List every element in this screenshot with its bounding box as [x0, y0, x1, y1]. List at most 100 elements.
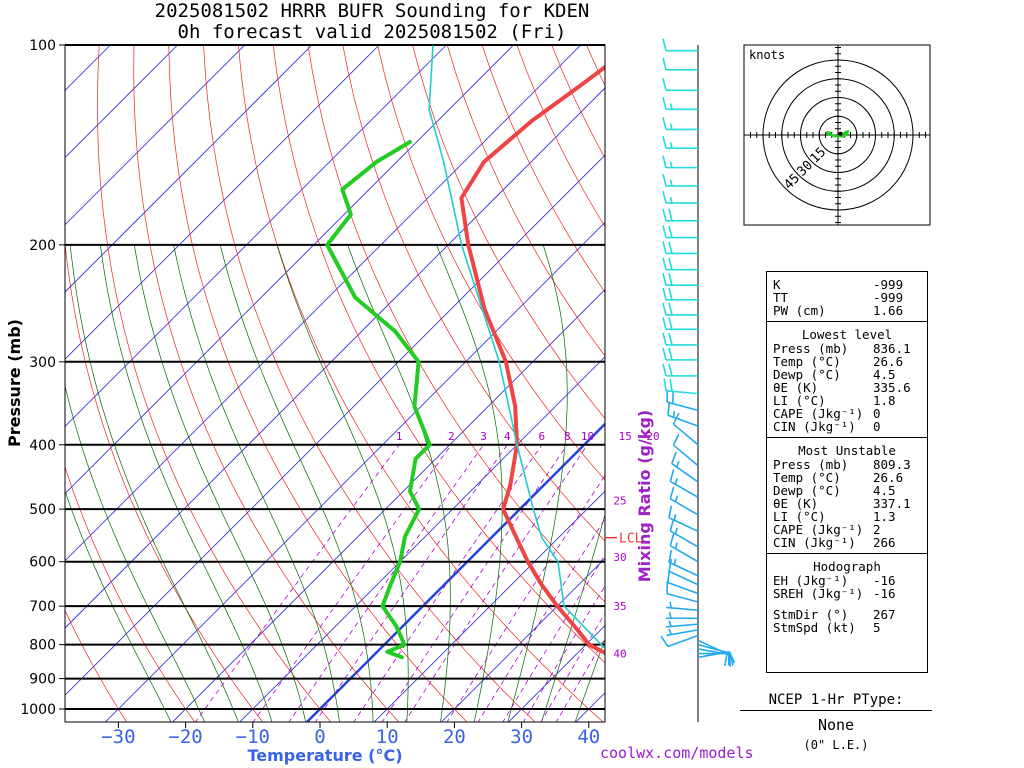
lowest-row: Press (mb) 836.1: [767, 342, 927, 355]
moist-adiabat-line: [69, 244, 239, 722]
pressure-tick-label: 200: [29, 238, 56, 254]
pressure-tick-label: 300: [29, 355, 56, 371]
moist-adiabat-line: [541, 513, 605, 722]
unstable-value: 809.3: [873, 457, 911, 472]
hodograph-trace: [825, 130, 850, 138]
wind-barb: [668, 505, 699, 533]
top-value: 1.66: [873, 303, 904, 318]
hodo-value: -16: [873, 586, 896, 601]
pressure-tick-label: 900: [29, 672, 56, 688]
mixing-ratio-label: 25: [613, 494, 626, 507]
plot-frame: [64, 44, 606, 723]
wind-barb: [668, 549, 699, 577]
most-unstable-heading: Most Unstable: [767, 437, 927, 458]
moist-adiabat-line: [219, 244, 374, 722]
wind-barb: [662, 317, 698, 331]
mixing-ratio-line: [477, 518, 605, 722]
dewpoint-profile: [325, 140, 432, 660]
temperature-tick-label: 20: [443, 726, 466, 748]
moist-adiabat-line: [65, 490, 172, 722]
hodo-key: EH (Jkg⁻¹): [773, 573, 849, 588]
pressure-tick-label: 800: [29, 638, 56, 654]
chart-subtitle: 0h forecast valid 2025081502 (Fri): [177, 21, 567, 43]
dry-adiabat-line: [272, 45, 605, 664]
moist-adiabat-line: [507, 244, 568, 722]
isotherm-line: [65, 45, 313, 293]
unstable-key: LI (°C): [773, 509, 826, 524]
wind-barb: [662, 287, 698, 301]
temperature-tick-label: 0: [314, 726, 325, 748]
wind-barb: [697, 648, 732, 667]
storm-row: StmDir (°) 267: [767, 608, 927, 621]
mixing-ratio-label: 20: [646, 430, 659, 443]
stats-panel: K -999 TT -999 PW (cm) 1.66 Lowest level Pres…: [766, 271, 928, 673]
ptype-value: None: [817, 716, 855, 734]
mixing-ratio-line: [446, 474, 605, 722]
moist-adiabat-line: [276, 244, 409, 722]
unstable-row: Dewp (°C) 4.5: [767, 484, 927, 497]
unstable-value: 1.3: [873, 509, 896, 524]
wind-barb: [662, 155, 698, 169]
lowest-row: CAPE (Jkg⁻¹) 0: [767, 407, 927, 420]
temperature-tick-label: −30: [101, 726, 135, 748]
mixing-ratio-label: 1: [396, 430, 403, 443]
lowest-value: 836.1: [873, 341, 911, 356]
wind-barb: [662, 257, 698, 271]
lowest-key: Dewp (°C): [773, 367, 841, 382]
wind-barb: [662, 57, 698, 71]
ptype-heading: NCEP 1-Hr PType:: [740, 692, 932, 711]
top-key: TT: [773, 290, 789, 305]
lowest-key: Press (mb): [773, 341, 849, 356]
moist-adiabat-line: [133, 244, 307, 722]
wind-barb: [666, 601, 699, 612]
wind-barb: [662, 38, 698, 52]
wind-barb: [662, 332, 698, 346]
mixing-ratio-label: 40: [613, 648, 626, 661]
mixing-ratio-label: 4: [504, 430, 511, 443]
wind-barb: [666, 389, 699, 412]
dry-adiabat-line: [446, 45, 605, 357]
pressure-tick-label: 700: [29, 599, 56, 615]
mixing-ratio-line: [194, 444, 400, 722]
top-key: PW (cm): [773, 303, 826, 318]
unstable-value: 4.5: [873, 483, 896, 498]
unstable-row: CAPE (Jkg⁻¹) 2: [767, 523, 927, 536]
lowest-key: CIN (Jkg⁻¹): [773, 419, 856, 434]
wind-barb: [662, 97, 698, 111]
isotherm-line: [65, 45, 178, 159]
y-axis-title: Pressure (mb): [5, 319, 24, 447]
wind-barb: [669, 533, 699, 563]
moist-adiabat-line: [436, 244, 503, 722]
wind-barb: [662, 78, 698, 92]
dry-adiabat-line: [133, 45, 400, 722]
unstable-row: LI (°C) 1.3: [767, 510, 927, 523]
isotherm-line: [65, 45, 514, 495]
wind-barb: [669, 469, 699, 499]
storm-value: 5: [873, 620, 881, 635]
lowest-value: 335.6: [873, 380, 911, 395]
moist-adiabat-line: [173, 244, 340, 722]
lowest-value: 4.5: [873, 367, 896, 382]
dry-adiabat-line: [65, 466, 196, 722]
unstable-row: Press (mb) 809.3: [767, 458, 927, 471]
mixing-ratio-line: [288, 444, 484, 722]
dry-adiabat-line: [412, 45, 605, 420]
lcl-label: LCL: [619, 532, 643, 547]
pressure-tick-label: 100: [29, 38, 56, 54]
unstable-value: 337.1: [873, 496, 911, 511]
temperature-tick-label: 40: [577, 726, 600, 748]
wind-barb: [666, 612, 698, 620]
unstable-row: Temp (°C) 26.6: [767, 471, 927, 484]
wind-barb: [668, 558, 699, 586]
hodograph-storm-motion: [838, 131, 843, 136]
isotherm-line: [440, 557, 605, 722]
top-key: K: [773, 277, 781, 292]
wind-barb: [662, 272, 698, 286]
lowest-value: 0: [873, 419, 881, 434]
hodo-row: SREH (Jkg⁻¹) -16: [767, 587, 927, 600]
hodo-value: -16: [873, 573, 896, 588]
temperature-profile: [459, 64, 605, 656]
wind-barb: [662, 347, 698, 361]
temperature-tick-label: 10: [376, 726, 399, 748]
